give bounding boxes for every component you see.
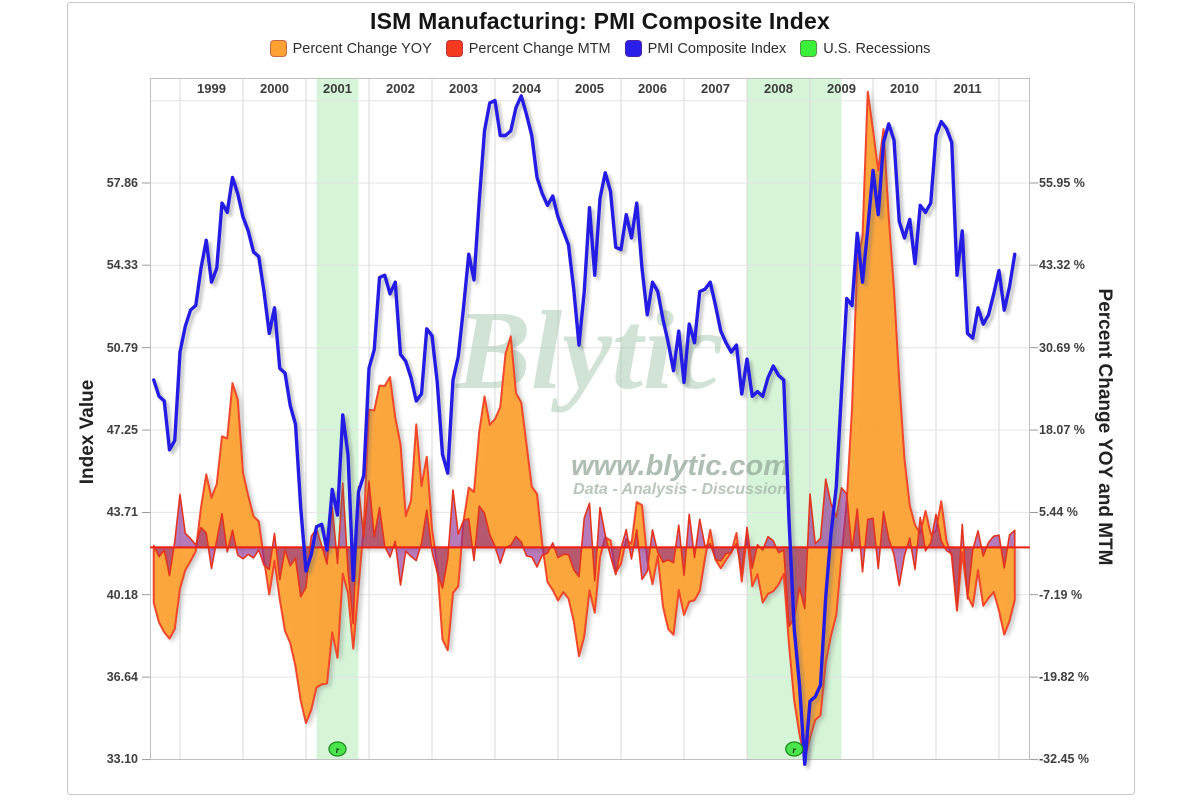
yoy-swatch-icon <box>269 40 287 57</box>
recession-marker-icon <box>328 741 347 757</box>
recession-swatch-icon <box>800 40 818 57</box>
right-axis-tick-label: 18.07 % <box>1039 422 1085 437</box>
legend-label: Percent Change YOY <box>292 40 432 57</box>
x-axis-year-label: 2011 <box>953 81 982 96</box>
legend-item-recessions: U.S. Recessions <box>800 40 930 57</box>
right-axis-tick-label: 43.32 % <box>1039 258 1085 273</box>
right-axis-tick-label: 30.69 % <box>1039 340 1085 355</box>
legend-item-pmi: PMI Composite Index <box>624 40 787 57</box>
left-axis-tick-label: 33.10 <box>106 752 138 767</box>
x-axis-year-label: 2005 <box>575 81 604 96</box>
chart-title: ISM Manufacturing: PMI Composite Index <box>370 8 830 34</box>
legend-item-yoy: Percent Change YOY <box>269 40 432 57</box>
x-axis-year-label: 2000 <box>260 81 289 96</box>
x-axis-year-label: 1999 <box>197 81 226 96</box>
pmi-line <box>152 94 1017 766</box>
x-axis-year-label: 2003 <box>449 81 478 96</box>
yoy-area <box>152 90 1016 761</box>
x-axis-year-label: 2001 <box>323 81 352 96</box>
x-axis-year-label: 2006 <box>638 81 667 96</box>
plot-border <box>150 78 1030 760</box>
x-axis-year-label: 2010 <box>890 81 919 96</box>
x-axis-year-label: 2009 <box>827 81 856 96</box>
chart-card <box>67 2 1135 795</box>
mtm-swatch-icon <box>445 40 463 57</box>
left-axis-tick-label: 50.79 <box>106 340 138 355</box>
legend: Percent Change YOY Percent Change MTM PM… <box>0 40 1200 57</box>
legend-label: Percent Change MTM <box>468 40 611 57</box>
x-axis-year-label: 2002 <box>386 81 415 96</box>
right-axis-tick-label: -19.82 % <box>1039 669 1090 684</box>
legend-item-mtm: Percent Change MTM <box>445 40 611 57</box>
left-axis-tick-label: 43.71 <box>106 505 138 520</box>
left-axis-tick-label: 57.86 <box>106 176 138 190</box>
left-axis-tick-label: 40.18 <box>106 587 138 602</box>
right-axis-tick-label: -32.45 % <box>1039 752 1090 767</box>
left-axis-tick-label: 47.25 <box>106 422 138 437</box>
right-axis-tick-label: -7.19 % <box>1039 587 1083 602</box>
left-axis-tick-label: 54.33 <box>106 258 138 273</box>
right-axis-tick-label: 55.95 % <box>1039 176 1085 190</box>
recession-marker-glyph: r <box>792 745 796 755</box>
legend-label: U.S. Recessions <box>823 40 931 57</box>
recession-marker-glyph: r <box>336 745 340 755</box>
recession-marker-icon <box>785 741 804 757</box>
pmi-swatch-icon <box>624 40 642 57</box>
left-axis-tick-label: 36.64 <box>106 669 138 684</box>
right-axis-tick-label: 5.44 % <box>1039 505 1078 520</box>
x-axis-year-label: 2004 <box>512 81 541 96</box>
x-axis-year-label: 2007 <box>701 81 730 96</box>
legend-label: PMI Composite Index <box>647 40 787 57</box>
mtm-area <box>152 478 1016 628</box>
x-axis-year-label: 2008 <box>764 81 793 96</box>
